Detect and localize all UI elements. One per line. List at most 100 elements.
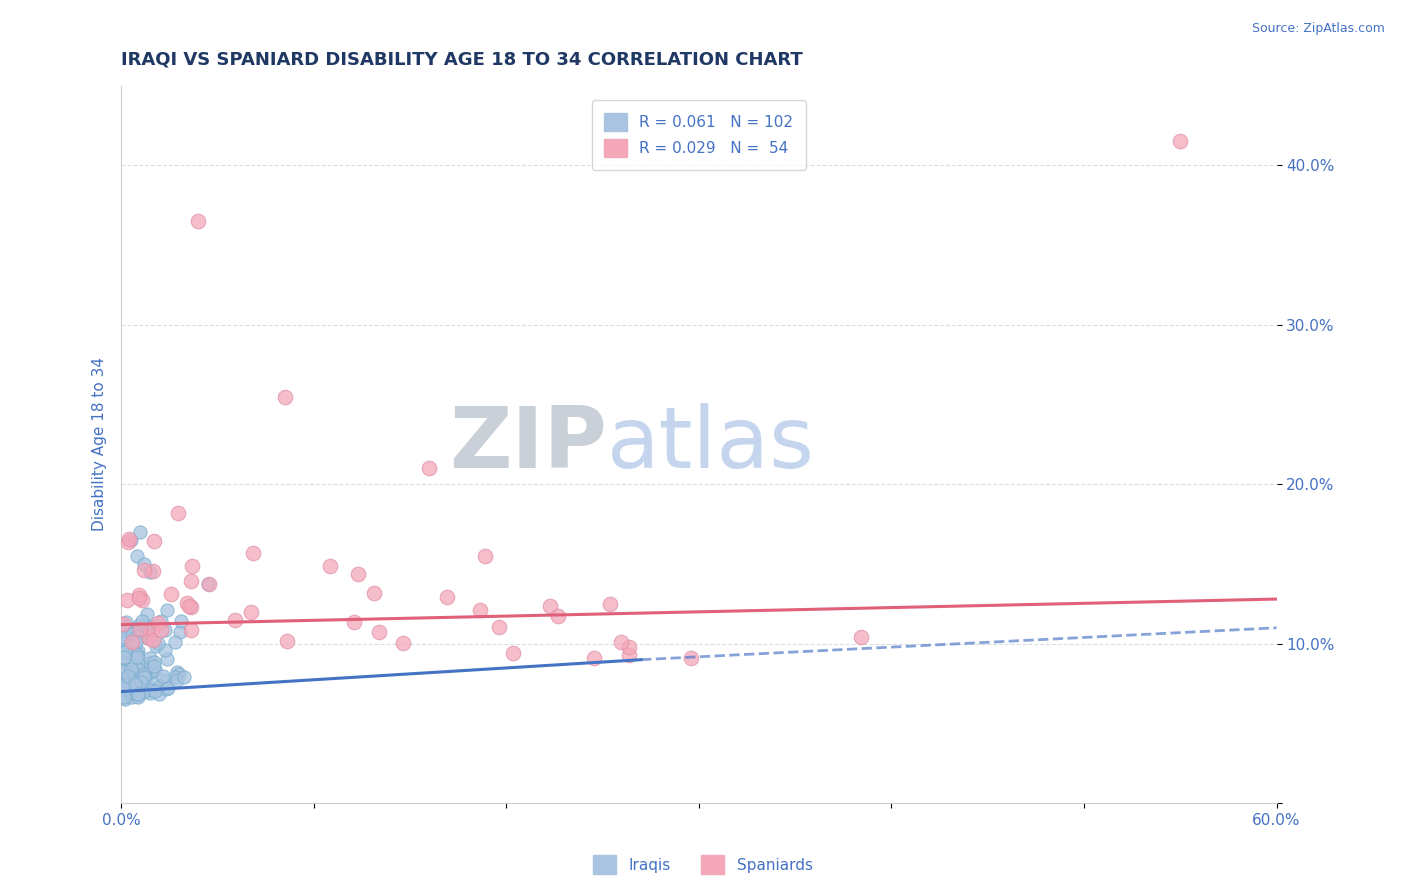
Point	[180, 623, 202, 637]
Point	[134, 557, 156, 571]
Point	[124, 677, 146, 691]
Point	[502, 646, 524, 660]
Point	[163, 635, 186, 649]
Point	[343, 615, 366, 629]
Point	[145, 639, 167, 653]
Point	[167, 666, 190, 681]
Point	[276, 634, 298, 648]
Point	[143, 659, 166, 673]
Point	[538, 599, 561, 613]
Point	[124, 686, 146, 700]
Point	[122, 624, 145, 639]
Point	[242, 546, 264, 560]
Point	[583, 651, 606, 665]
Point	[136, 657, 159, 671]
Point	[146, 615, 169, 630]
Y-axis label: Disability Age 18 to 34: Disability Age 18 to 34	[93, 358, 107, 532]
Point	[149, 623, 172, 637]
Point	[157, 681, 180, 696]
Point	[224, 613, 246, 627]
Point	[127, 687, 149, 701]
Point	[117, 665, 139, 679]
Point	[139, 686, 162, 700]
Point	[135, 668, 157, 682]
Point	[120, 679, 142, 693]
Point	[117, 534, 139, 549]
Point	[114, 650, 136, 665]
Point	[363, 586, 385, 600]
Point	[134, 628, 156, 642]
Point	[155, 673, 177, 687]
Legend: R = 0.061   N = 102, R = 0.029   N =  54: R = 0.061 N = 102, R = 0.029 N = 54	[592, 100, 806, 169]
Text: Source: ZipAtlas.com: Source: ZipAtlas.com	[1251, 22, 1385, 36]
Point	[127, 688, 149, 702]
Point	[153, 623, 176, 637]
Point	[134, 667, 156, 681]
Point	[136, 667, 159, 681]
Point	[125, 664, 148, 678]
Point	[129, 683, 152, 698]
Point	[121, 635, 143, 649]
Point	[156, 603, 179, 617]
Point	[115, 593, 138, 607]
Point	[131, 592, 153, 607]
Point	[851, 630, 873, 644]
Point	[114, 678, 136, 692]
Point	[470, 603, 492, 617]
Point	[112, 682, 135, 697]
Point	[141, 657, 163, 671]
Point	[127, 679, 149, 693]
Point	[180, 600, 202, 615]
Point	[180, 574, 202, 588]
Point	[141, 665, 163, 679]
Point	[132, 670, 155, 684]
Point	[114, 662, 136, 676]
Point	[127, 663, 149, 677]
Point	[170, 614, 193, 628]
Point	[155, 681, 177, 696]
Point	[187, 214, 209, 228]
Point	[111, 666, 134, 681]
Point	[134, 668, 156, 682]
Point	[120, 683, 142, 698]
Point	[111, 665, 134, 679]
Point	[127, 678, 149, 692]
Point	[111, 630, 134, 644]
Point	[197, 577, 219, 591]
Point	[114, 665, 136, 679]
Point	[124, 635, 146, 649]
Point	[127, 679, 149, 693]
Point	[166, 673, 188, 687]
Point	[121, 690, 143, 704]
Point	[599, 597, 621, 611]
Point	[619, 640, 641, 654]
Point	[117, 680, 139, 694]
Point	[143, 683, 166, 698]
Point	[131, 681, 153, 696]
Point	[143, 663, 166, 677]
Point	[124, 644, 146, 658]
Point	[141, 622, 163, 636]
Point	[120, 646, 142, 660]
Point	[112, 665, 135, 679]
Point	[679, 651, 702, 665]
Point	[474, 549, 496, 564]
Point	[112, 690, 135, 704]
Point	[139, 565, 162, 579]
Point	[617, 648, 640, 663]
Point	[132, 563, 155, 577]
Point	[180, 559, 202, 574]
Point	[132, 685, 155, 699]
Point	[436, 591, 458, 605]
Point	[112, 650, 135, 665]
Point	[143, 534, 166, 549]
Point	[368, 624, 391, 639]
Point	[128, 617, 150, 632]
Point	[114, 680, 136, 694]
Point	[142, 564, 165, 578]
Point	[117, 676, 139, 690]
Point	[121, 627, 143, 641]
Point	[143, 656, 166, 670]
Point	[117, 629, 139, 643]
Point	[240, 605, 263, 619]
